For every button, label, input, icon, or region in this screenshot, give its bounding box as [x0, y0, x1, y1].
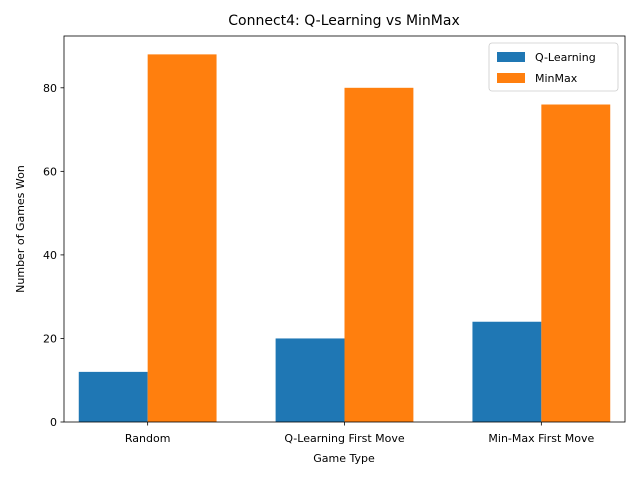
y-tick-label: 40 — [43, 249, 57, 262]
x-tick-label: Q-Learning First Move — [284, 432, 405, 445]
bar-minmax-0 — [147, 54, 217, 422]
bar-minmax-1 — [344, 87, 414, 422]
x-axis-label: Game Type — [313, 452, 375, 465]
bar-minmax-2 — [541, 104, 611, 422]
legend-label: MinMax — [535, 72, 578, 85]
bar-q-learning-1 — [275, 338, 345, 422]
legend-swatch — [497, 52, 525, 62]
bar-q-learning-2 — [472, 321, 542, 422]
axes: 0 20 40 60 80 Random Q-Learning First Move Min-… — [43, 35, 626, 445]
x-tick-label: Random — [125, 432, 171, 445]
bar-q-learning-0 — [78, 371, 148, 422]
y-tick-label: 80 — [43, 82, 57, 95]
y-tick-label: 0 — [50, 416, 57, 429]
legend: Q-Learning MinMax — [488, 42, 619, 92]
legend-label: Q-Learning — [535, 51, 596, 64]
chart-title: Connect4: Q-Learning vs MinMax — [228, 13, 459, 29]
y-tick-label: 20 — [43, 332, 57, 345]
y-axis-label: Number of Games Won — [14, 165, 27, 293]
legend-swatch — [497, 73, 525, 83]
x-tick-label: Min-Max First Move — [488, 432, 594, 445]
y-tick-label: 60 — [43, 165, 57, 178]
plot-bars — [78, 54, 611, 422]
